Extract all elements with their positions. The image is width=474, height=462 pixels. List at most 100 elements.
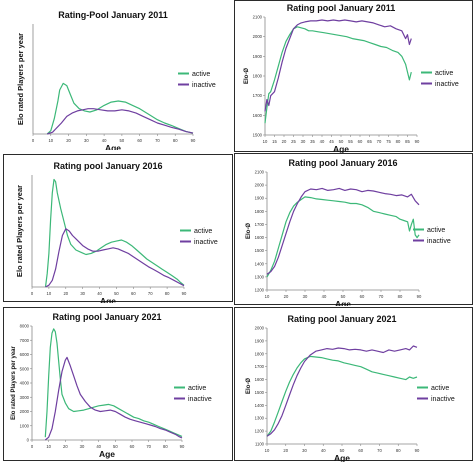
y-tick-label: 1500 [253, 133, 263, 138]
y-tick-label: 2100 [253, 15, 263, 20]
legend-label-inactive: inactive [194, 239, 218, 246]
x-tick-label: 20 [63, 291, 68, 296]
y-tick-label: 1800 [255, 351, 265, 356]
x-tick-label: 50 [120, 138, 125, 143]
chart-panel-2016-count: Rating pool January 2016 0 10 20 30 40 50 60 70 8… [3, 154, 233, 303]
chart-title: Rating pool January 2016 [288, 158, 397, 168]
x-tick-label: 70 [148, 291, 153, 296]
x-tick-label: 35 [310, 139, 315, 144]
legend-label-inactive: inactive [435, 81, 459, 88]
y-tick-label: 5000 [20, 366, 30, 371]
y-tick-label: 1500 [255, 390, 265, 395]
chart-panel-2021-elo: Rating pool January 2021 10 20 30 40 50 60 70 80… [234, 307, 473, 462]
y-tick-label: 1900 [253, 54, 263, 59]
y-tick-label: 1300 [255, 274, 265, 279]
y-tick-label: 4000 [20, 381, 30, 386]
y-tick-label: 2100 [255, 170, 265, 175]
x-tick-label: 60 [358, 448, 363, 453]
legend-label-inactive: inactive [431, 396, 455, 403]
series-line-active [46, 82, 194, 135]
x-tick-label: 20 [283, 448, 288, 453]
x-tick-label: 60 [131, 291, 136, 296]
series-line-inactive [45, 228, 185, 288]
x-tick-label: 90 [182, 291, 187, 296]
chart-svg: Rating pool January 2016 0 10 20 30 40 50 60 70 8… [15, 161, 218, 303]
chart-title: Rating pool January 2021 [287, 314, 396, 324]
x-tick-label: 0 [31, 444, 34, 449]
x-tick-label: 30 [84, 138, 89, 143]
y-axis-label: Elo rated Players per year [15, 185, 24, 277]
y-tick-label: 1700 [253, 93, 263, 98]
chart-svg: Rating-Pool January 2011 0 10 20 30 40 50 60 70 8… [16, 10, 216, 150]
legend-label-active: active [194, 228, 212, 235]
x-tick-label: 0 [31, 291, 34, 296]
x-tick-label: 90 [415, 139, 420, 144]
x-tick-label: 70 [377, 448, 382, 453]
x-tick-label: 25 [291, 139, 296, 144]
x-tick-label: 10 [47, 291, 52, 296]
x-tick-label: 50 [341, 294, 346, 299]
x-tick-label: 30 [80, 444, 85, 449]
chart-title: Rating-Pool January 2011 [58, 10, 168, 20]
y-tick-label: 1300 [255, 416, 265, 421]
x-tick-label: 80 [396, 139, 401, 144]
y-tick-label: 2000 [253, 34, 263, 39]
x-tick-label: 50 [113, 444, 118, 449]
y-tick-label: 1900 [255, 338, 265, 343]
series-line-active [266, 196, 420, 278]
y-tick-label: 1600 [253, 113, 263, 118]
x-tick-label: 20 [282, 139, 287, 144]
legend-label-inactive: inactive [188, 396, 212, 403]
x-tick-label: 50 [339, 139, 344, 144]
x-tick-label: 50 [114, 291, 119, 296]
series-line-inactive [47, 108, 194, 135]
chart-panel-2016-elo: Rating pool January 2016 10 20 30 40 50 60 70 80… [234, 153, 473, 306]
chart-title: Rating pool January 2021 [52, 312, 161, 322]
x-tick-label: 30 [301, 139, 306, 144]
x-tick-label: 30 [303, 294, 308, 299]
x-tick-label: 90 [180, 444, 185, 449]
series-line-active [44, 178, 185, 288]
y-tick-label: 1600 [255, 235, 265, 240]
x-axis-label: Age [333, 144, 349, 153]
series-line-inactive [44, 356, 183, 441]
y-axis-label: Elo-Ø [246, 378, 252, 394]
series-line-active [44, 328, 183, 438]
y-tick-label: 7000 [20, 338, 30, 343]
x-tick-label: 40 [321, 448, 326, 453]
x-axis-label: Age [99, 449, 115, 459]
x-tick-label: 70 [377, 139, 382, 144]
legend-label-active: active [431, 385, 449, 392]
x-tick-label: 30 [302, 448, 307, 453]
x-tick-label: 60 [137, 138, 142, 143]
x-tick-label: 10 [48, 138, 53, 143]
x-tick-label: 70 [379, 294, 384, 299]
chart-svg: Rating pool January 2021 10 20 30 40 50 60 70 80… [246, 314, 455, 462]
x-tick-label: 90 [191, 138, 196, 143]
x-tick-label: 70 [155, 138, 160, 143]
x-tick-label: 10 [46, 444, 51, 449]
x-tick-label: 30 [80, 291, 85, 296]
x-tick-label: 50 [340, 448, 345, 453]
series-line-active [266, 355, 418, 437]
x-tick-label: 20 [63, 444, 68, 449]
x-tick-label: 40 [97, 291, 102, 296]
x-tick-label: 40 [102, 138, 107, 143]
x-tick-label: 45 [329, 139, 334, 144]
x-tick-label: 0 [32, 138, 35, 143]
legend-label-active: active [192, 71, 210, 78]
x-tick-label: 40 [322, 294, 327, 299]
x-tick-label: 70 [146, 444, 151, 449]
y-tick-label: 1000 [20, 423, 30, 428]
series-line-active [264, 26, 412, 124]
y-tick-label: 6000 [20, 352, 30, 357]
y-tick-label: 3000 [20, 395, 30, 400]
y-tick-label: 1700 [255, 222, 265, 227]
chart-svg: Rating pool January 2011 10 15 20 25 30 35 40 45… [244, 3, 459, 153]
x-axis-label: Age [335, 299, 351, 306]
y-tick-label: 1400 [255, 261, 265, 266]
x-tick-label: 40 [320, 139, 325, 144]
x-tick-label: 60 [130, 444, 135, 449]
y-tick-label: 1900 [255, 196, 265, 201]
x-tick-label: 40 [96, 444, 101, 449]
